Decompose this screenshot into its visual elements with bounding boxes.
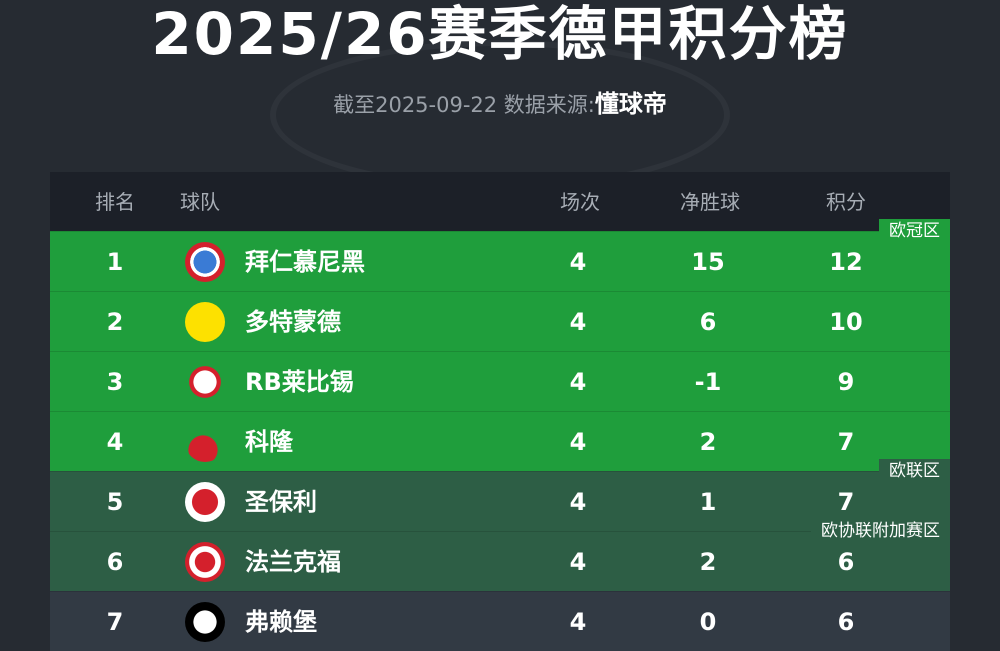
header-played: 场次: [560, 189, 600, 214]
team-logo-icon: [185, 241, 225, 282]
team-logo-icon: [185, 541, 225, 582]
zone-label-el: 欧联区: [879, 459, 950, 483]
played: 4: [569, 367, 587, 396]
header-gd: 净胜球: [680, 189, 740, 214]
rank: 3: [106, 367, 124, 396]
goal-difference: 15: [691, 247, 725, 276]
table-row: 3 RB莱比锡 4 -1 9: [50, 351, 950, 411]
goal-difference: 1: [699, 487, 717, 516]
rank: 4: [106, 427, 124, 456]
points: 6: [837, 547, 855, 576]
goal-difference: -1: [694, 367, 722, 396]
team-logo-icon: [185, 601, 225, 642]
zone-label-ecl: 欧协联附加赛区: [811, 519, 950, 543]
table-row: 1 拜仁慕尼黑 4 15 12: [50, 231, 950, 291]
rank: 5: [106, 487, 124, 516]
points: 7: [837, 487, 855, 516]
points: 10: [829, 307, 863, 336]
points: 6: [837, 607, 855, 636]
source-name: 懂球帝: [594, 90, 667, 118]
team-logo-icon: [185, 481, 225, 522]
page-title: 2025/26赛季德甲积分榜: [151, 0, 849, 68]
zone-label-cl: 欧冠区: [879, 219, 950, 243]
goal-difference: 6: [699, 307, 717, 336]
rank: 1: [106, 247, 124, 276]
team-name: 圣保利: [245, 487, 317, 516]
points: 7: [837, 427, 855, 456]
played: 4: [569, 307, 587, 336]
table-header: 排名 球队 场次 净胜球 积分: [50, 172, 950, 231]
header-pts: 积分: [826, 189, 866, 214]
team-logo-icon: [185, 421, 225, 462]
header-team: 球队: [180, 189, 220, 214]
standings-table: 排名 球队 场次 净胜球 积分 1 拜仁慕尼黑 4 15 12 2 多特蒙德 4 …: [50, 172, 950, 651]
rank: 6: [106, 547, 124, 576]
played: 4: [569, 607, 587, 636]
points: 12: [829, 247, 863, 276]
table-row: 4 科隆 4 2 7: [50, 411, 950, 471]
team-logo-icon: [185, 361, 225, 402]
team-name: 多特蒙德: [245, 307, 341, 336]
subtitle: 截至2025-09-22 数据来源:懂球帝: [0, 84, 1000, 119]
played: 4: [569, 487, 587, 516]
table-row: 7 弗赖堡 4 0 6: [50, 591, 950, 651]
team-name: 拜仁慕尼黑: [245, 247, 365, 276]
table-row: 6 法兰克福 4 2 6: [50, 531, 950, 591]
goal-difference: 2: [699, 547, 717, 576]
rank: 2: [106, 307, 124, 336]
played: 4: [569, 427, 587, 456]
goal-difference: 0: [699, 607, 717, 636]
goal-difference: 2: [699, 427, 717, 456]
team-name: 科隆: [245, 427, 293, 456]
header-rank: 排名: [95, 189, 135, 214]
date-note: 截至2025-09-22 数据来源:: [333, 93, 595, 117]
table-row: 5 圣保利 4 1 7: [50, 471, 950, 531]
team-logo-icon: [185, 301, 225, 342]
team-name: 法兰克福: [245, 547, 341, 576]
played: 4: [569, 247, 587, 276]
team-name: 弗赖堡: [245, 607, 317, 636]
rank: 7: [106, 607, 124, 636]
team-name: RB莱比锡: [245, 367, 354, 396]
points: 9: [837, 367, 855, 396]
table-row: 2 多特蒙德 4 6 10: [50, 291, 950, 351]
played: 4: [569, 547, 587, 576]
